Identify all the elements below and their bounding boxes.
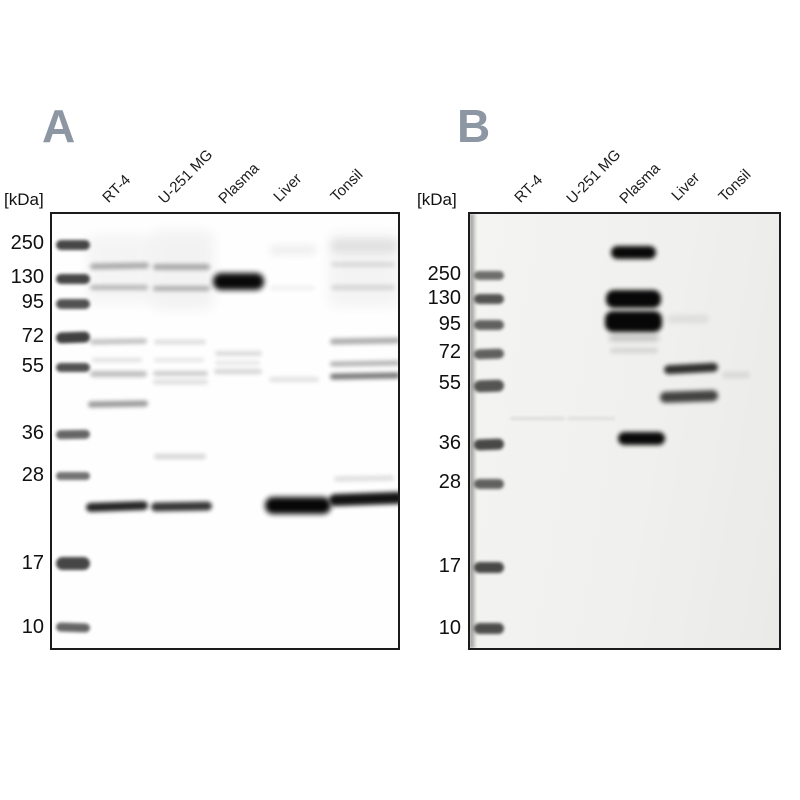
panel-b-marker-label-17: 17 xyxy=(438,555,461,577)
panel-b-plasma-band xyxy=(609,335,659,341)
panel-a-ladder-band-55 xyxy=(56,363,90,372)
panel-b-marker-label-10: 10 xyxy=(438,617,461,639)
panel-a-tonsil-band xyxy=(333,475,395,482)
panel-a-ladder-band-10 xyxy=(55,622,91,633)
panel-b-plasma-band xyxy=(605,311,662,332)
panel-b-plasma-band xyxy=(606,290,661,308)
panel-a-liver-band xyxy=(269,245,317,255)
panel-a-marker-label-17: 17 xyxy=(21,552,44,574)
panel-a-kda-unit: [kDa] xyxy=(4,190,44,209)
panel-a-lane-label-liver: Liver xyxy=(270,170,306,206)
panel-b-marker-label-95: 95 xyxy=(438,313,461,335)
panel-b-liver-band xyxy=(667,315,709,323)
panel-a-u-251-mg-band xyxy=(150,230,214,310)
panel-a-u-251-mg-band xyxy=(154,454,206,459)
panel-a-marker-label-95: 95 xyxy=(21,291,44,313)
panel-b-kda-unit: [kDa] xyxy=(417,190,457,209)
panel-b-marker-label-28: 28 xyxy=(438,471,461,493)
panel-a-tonsil-band xyxy=(329,372,398,380)
panel-b-marker-label-130: 130 xyxy=(427,287,461,309)
panel-a-lane-label-plasma: Plasma xyxy=(215,159,263,208)
panel-a-lane-label-tonsil: Tonsil xyxy=(327,166,367,206)
panel-a-marker-label-36: 36 xyxy=(21,422,44,444)
panel-a-tonsil-band xyxy=(329,360,398,367)
panel-a-rt-4-band xyxy=(89,338,148,345)
panel-a-ladder-band-17 xyxy=(56,557,90,570)
panel-b-ladder-band-17 xyxy=(474,562,504,573)
panel-b-lane-label-u-251-mg: U-251 MG xyxy=(563,146,625,208)
panel-a-tonsil-band xyxy=(328,232,398,307)
panel-b-ladder-band-72 xyxy=(473,348,505,360)
panel-a-rt-4-band xyxy=(90,371,147,377)
panel-a-rt-4-band xyxy=(90,285,148,290)
panel-a-plasma-band xyxy=(213,273,264,290)
panel-a-ladder-band-250 xyxy=(56,240,90,250)
panel-b-blot xyxy=(468,212,781,650)
panel-b-marker-label-72: 72 xyxy=(438,341,461,363)
panel-a-lane-label-u-251-mg: U-251 MG xyxy=(155,146,217,208)
panel-a-marker-label-55: 55 xyxy=(21,355,44,377)
panel-b-lane-label-tonsil: Tonsil xyxy=(715,166,755,206)
panel-a-ladder-band-36 xyxy=(55,429,91,440)
panel-a-plasma-band xyxy=(214,369,262,374)
panel-a-u-251-mg-band xyxy=(150,501,213,512)
panel-a-lane-label-rt-4: RT-4 xyxy=(99,171,135,207)
panel-a-tonsil-band xyxy=(330,239,398,253)
panel-a-u-251-mg-band xyxy=(154,358,204,362)
panel-a-u-251-mg-band xyxy=(153,371,208,376)
panel-b-plasma-band xyxy=(611,246,656,259)
panel-a-marker-label-28: 28 xyxy=(21,464,44,486)
panel-a-ladder-band-72 xyxy=(55,331,91,344)
panel-a-tonsil-band xyxy=(328,491,398,507)
panel-b-lane-label-plasma: Plasma xyxy=(616,159,664,208)
panel-a-plasma-band xyxy=(215,351,262,356)
panel-b-liver-band xyxy=(663,362,719,375)
panel-a-ladder-band-28 xyxy=(56,472,90,480)
panel-b-ladder-band-95 xyxy=(474,320,504,330)
panel-b-letter: B xyxy=(457,100,491,152)
panel-b-ladder-band-10 xyxy=(474,623,504,634)
panel-a-ladder-band-130 xyxy=(56,274,90,284)
panel-a-liver-band xyxy=(269,377,319,382)
panel-a-tonsil-band xyxy=(331,262,395,267)
panel-a-u-251-mg-band xyxy=(153,380,208,384)
panel-b-lane-label-rt-4: RT-4 xyxy=(511,171,547,207)
panel-a-ladder-band-95 xyxy=(56,299,90,309)
panel-b-lane-label-liver: Liver xyxy=(668,169,704,205)
panel-b-u-251-mg-band xyxy=(567,417,615,420)
panel-a-blot xyxy=(50,212,400,650)
panel-b-ladder-band-28 xyxy=(474,479,504,489)
panel-b-plasma-band xyxy=(610,348,658,353)
panel-a-marker-label-10: 10 xyxy=(21,616,44,638)
panel-a-liver-band xyxy=(270,286,315,290)
panel-a-marker-label-72: 72 xyxy=(21,325,44,347)
panel-a-u-251-mg-band xyxy=(153,264,210,270)
panel-b-tonsil-band xyxy=(722,372,750,378)
panel-b-liver-band xyxy=(659,389,719,404)
panel-a-liver-band xyxy=(265,497,331,514)
panel-a-marker-label-130: 130 xyxy=(10,266,44,288)
panel-a-letter: A xyxy=(42,100,76,152)
panel-a-tonsil-band xyxy=(329,337,398,345)
panel-a-rt-4-band xyxy=(87,400,149,408)
panel-a-marker-label-250: 250 xyxy=(10,232,44,254)
panel-a-rt-4-band xyxy=(92,358,142,362)
panel-b-marker-label-36: 36 xyxy=(438,432,461,454)
panel-a-rt-4-band xyxy=(85,500,149,513)
panel-b-ladder-band-36 xyxy=(473,438,505,451)
panel-a-u-251-mg-band xyxy=(154,340,206,344)
panel-b-ladder-band-130 xyxy=(474,294,504,304)
panel-a-plasma-band xyxy=(215,361,260,365)
panel-a-tonsil-band xyxy=(331,285,395,290)
panel-a-u-251-mg-band xyxy=(153,286,210,291)
panel-b-rt-4-band xyxy=(510,417,565,420)
panel-b-plasma-band xyxy=(618,432,665,445)
panel-b-marker-label-55: 55 xyxy=(438,372,461,394)
panel-b-marker-label-250: 250 xyxy=(427,263,461,285)
panel-b-ladder-band-55 xyxy=(473,379,505,393)
panel-a-rt-4-band xyxy=(89,262,150,270)
panel-b-ladder-band-250 xyxy=(474,271,504,280)
